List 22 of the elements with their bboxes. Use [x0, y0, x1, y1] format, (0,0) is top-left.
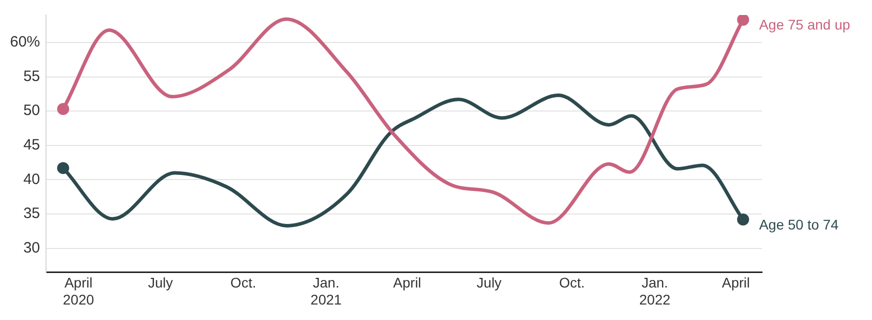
point	[737, 214, 750, 226]
x-tick-label: Jan. 2021	[310, 274, 342, 308]
y-tick-label: 55	[23, 68, 40, 85]
x-tick-label: July	[148, 274, 173, 291]
point	[57, 162, 70, 174]
x-tick-label: Oct.	[230, 274, 256, 291]
series-label: Age 50 to 74	[759, 216, 839, 232]
y-tick-label: 40	[23, 170, 40, 188]
point	[737, 15, 750, 26]
y-tick-label: 60%	[10, 34, 40, 51]
x-tick-label: April 2020	[62, 274, 94, 308]
x-tick-label: April	[393, 274, 422, 291]
point	[57, 103, 70, 116]
x-tick-label: April	[722, 274, 750, 291]
y-tick-label: 35	[23, 205, 40, 222]
y-tick-label: 50	[23, 102, 40, 120]
x-tick-label: Jan. 2022	[639, 274, 671, 308]
y-tick-label: 30	[23, 240, 40, 257]
series-label: Age 75 and up	[759, 16, 850, 33]
x-tick-label: Oct.	[559, 274, 585, 291]
y-tick-label: 45	[23, 136, 40, 154]
x-tick-label: July	[476, 274, 502, 291]
